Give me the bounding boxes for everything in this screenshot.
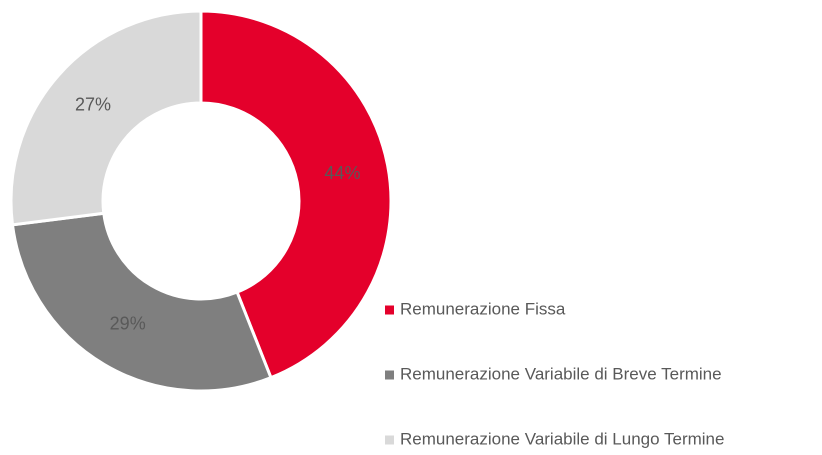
legend-label: Remunerazione Variabile di Breve Termine	[400, 364, 722, 383]
legend-label: Remunerazione Fissa	[400, 299, 566, 318]
slice-label: 27%	[75, 95, 111, 115]
legend-label: Remunerazione Variabile di Lungo Termine	[400, 429, 724, 448]
slice	[10, 211, 273, 393]
slice-label: 44%	[324, 163, 360, 183]
legend-swatch	[385, 435, 394, 445]
legend-swatch	[385, 370, 394, 380]
slice-label: 29%	[110, 314, 146, 334]
slice	[199, 9, 393, 380]
legend-swatch	[385, 305, 394, 315]
slice	[9, 9, 203, 227]
